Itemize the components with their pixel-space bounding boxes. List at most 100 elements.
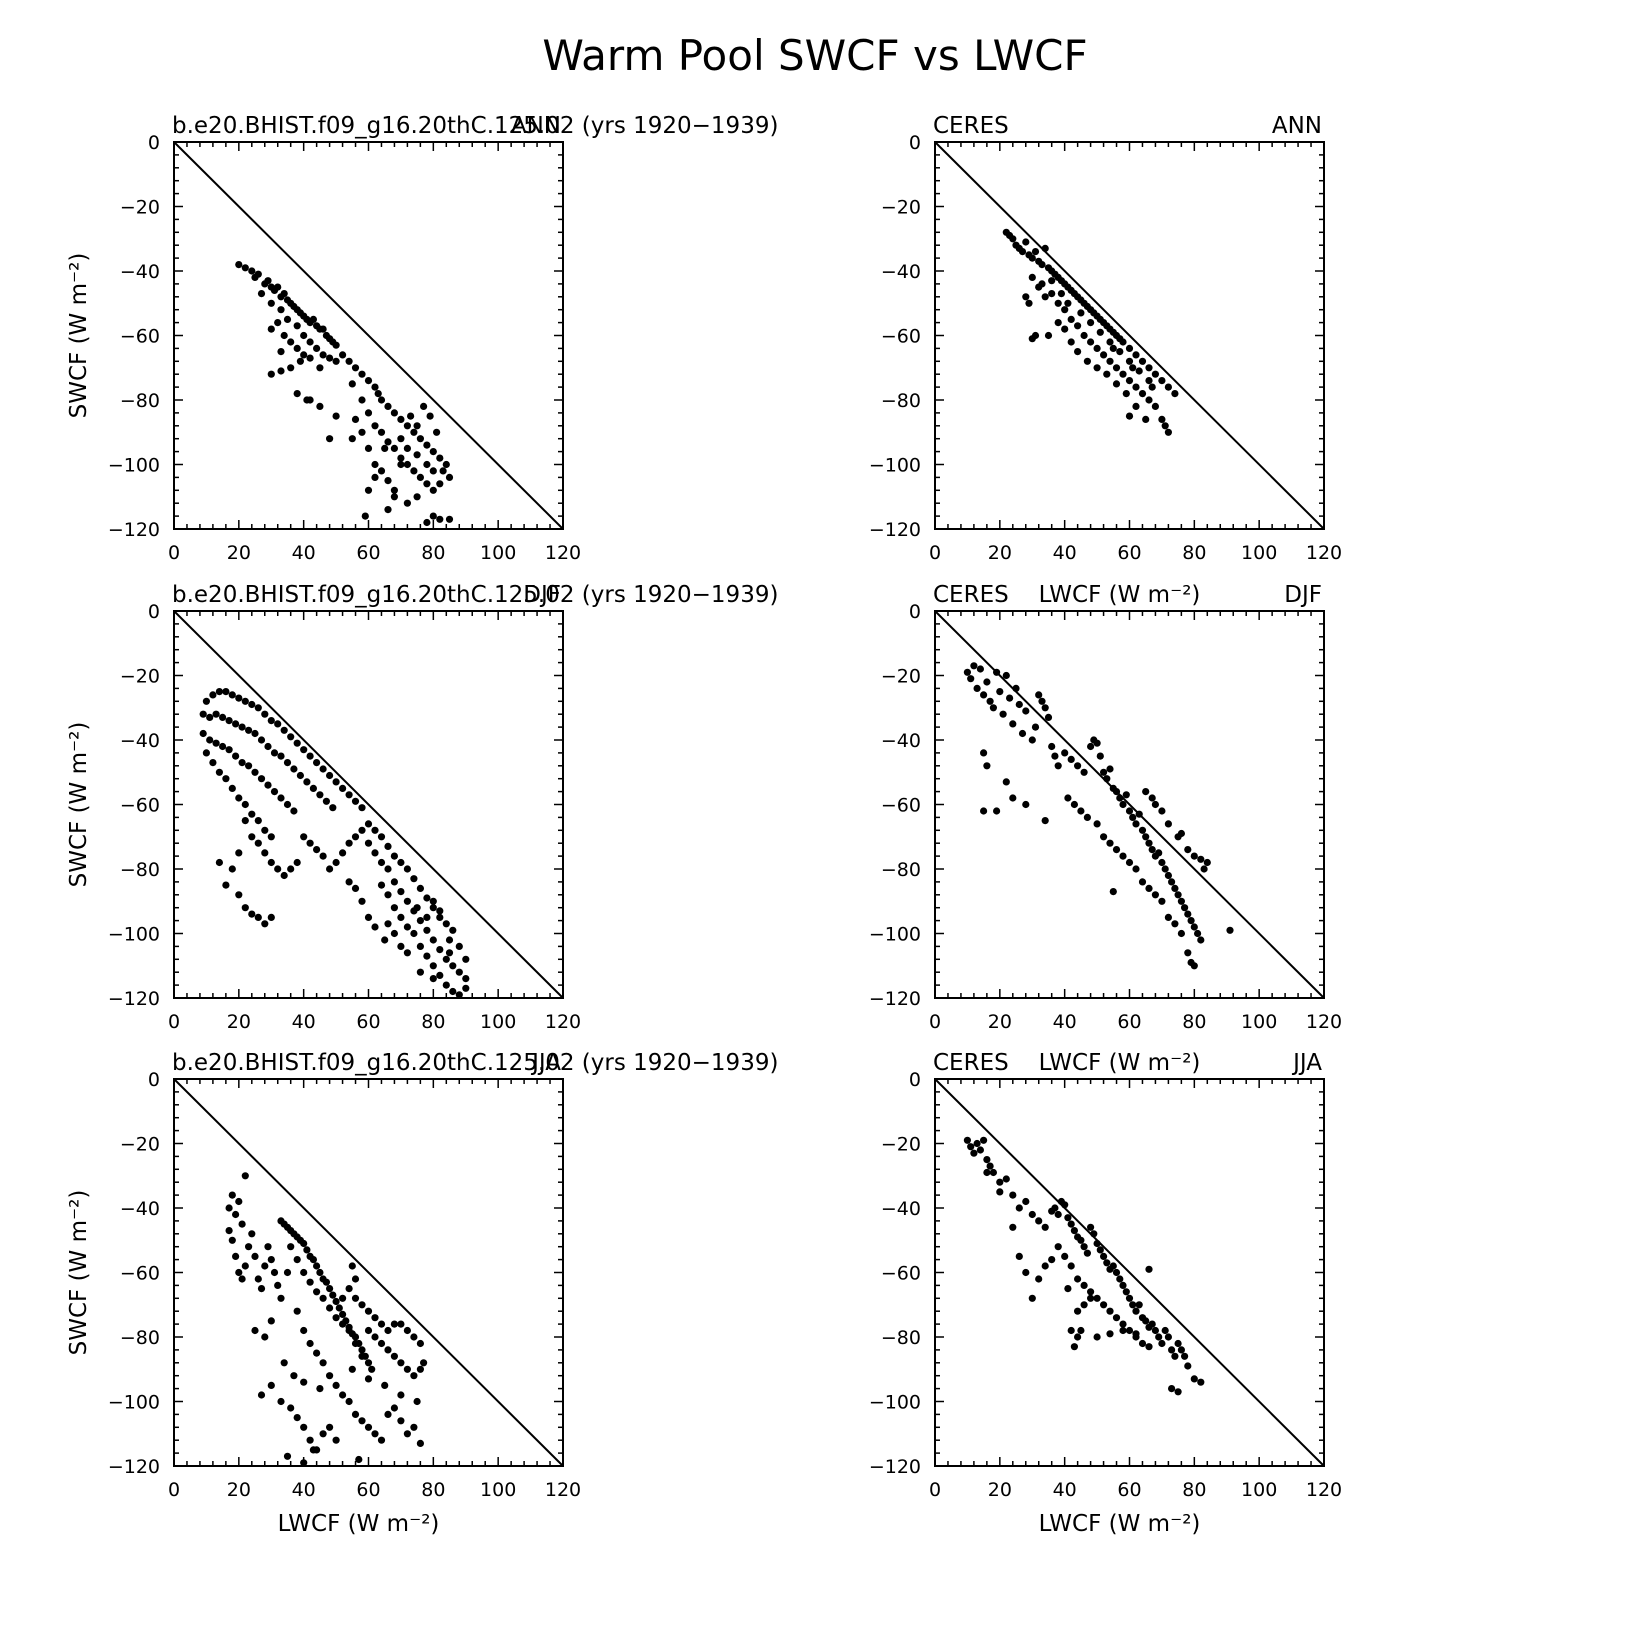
data-point xyxy=(980,749,988,757)
data-point xyxy=(1161,865,1169,873)
data-point xyxy=(235,849,243,857)
data-point xyxy=(287,1404,295,1412)
y-tick-label: −100 xyxy=(108,1392,160,1414)
data-point xyxy=(1093,364,1101,372)
data-point xyxy=(1074,1333,1082,1341)
data-point xyxy=(326,354,334,362)
data-point xyxy=(1164,913,1172,922)
data-point xyxy=(384,865,392,873)
data-point xyxy=(293,739,301,747)
data-point xyxy=(993,668,1001,676)
data-point xyxy=(1142,1317,1150,1325)
data-point xyxy=(326,1304,334,1312)
data-point xyxy=(293,1307,301,1315)
data-point xyxy=(390,444,398,452)
y-tick-label: −120 xyxy=(869,1456,921,1478)
data-point xyxy=(202,697,210,705)
y-tick-label: 0 xyxy=(148,1069,160,1091)
data-point xyxy=(426,412,434,420)
data-point xyxy=(300,1378,308,1386)
data-point xyxy=(1080,1301,1088,1309)
data-point xyxy=(403,949,411,957)
data-point xyxy=(1096,1246,1104,1254)
data-point xyxy=(1061,325,1069,333)
data-point xyxy=(433,428,441,436)
data-point xyxy=(215,858,223,867)
data-point xyxy=(316,791,324,799)
data-point xyxy=(410,1372,418,1380)
data-point xyxy=(1155,849,1163,857)
x-tick-label: 20 xyxy=(227,542,251,564)
data-point xyxy=(261,826,269,834)
data-point xyxy=(1018,729,1027,738)
data-point xyxy=(364,409,373,417)
data-point xyxy=(970,1149,978,1157)
y-tick-label: −60 xyxy=(881,795,921,817)
data-point xyxy=(267,1317,275,1325)
data-point xyxy=(1171,390,1179,398)
data-point xyxy=(967,675,975,683)
data-point xyxy=(1132,351,1140,359)
data-point xyxy=(261,849,269,857)
data-point xyxy=(390,878,398,886)
data-point xyxy=(1122,791,1130,799)
data-point xyxy=(416,942,424,951)
data-point xyxy=(257,290,266,298)
data-point xyxy=(1112,846,1121,854)
data-point xyxy=(416,435,424,443)
x-tick-label: 100 xyxy=(480,1011,516,1033)
data-point xyxy=(963,668,972,676)
data-point xyxy=(1164,383,1172,391)
data-point xyxy=(390,1352,398,1360)
data-point xyxy=(390,493,398,501)
data-point xyxy=(1067,1326,1075,1335)
data-point xyxy=(225,1204,233,1212)
data-point xyxy=(1132,402,1140,410)
data-point xyxy=(397,454,405,462)
data-point xyxy=(1197,936,1205,944)
data-point xyxy=(1015,1204,1023,1212)
data-point xyxy=(413,451,421,459)
data-point xyxy=(374,390,382,398)
data-point xyxy=(416,968,424,976)
data-point xyxy=(455,942,463,951)
data-point xyxy=(202,749,210,757)
data-point xyxy=(397,1359,405,1367)
data-point xyxy=(384,1326,392,1335)
data-point xyxy=(251,1252,259,1260)
data-point xyxy=(1132,865,1140,873)
data-point xyxy=(1145,1265,1153,1273)
data-point xyxy=(1197,855,1205,863)
data-point xyxy=(306,1436,314,1444)
data-point xyxy=(245,762,253,770)
x-tick-label: 0 xyxy=(168,1479,180,1501)
data-point xyxy=(371,923,379,931)
data-point xyxy=(390,904,398,912)
data-point xyxy=(377,1436,386,1444)
data-point xyxy=(986,697,994,705)
data-point xyxy=(355,1455,363,1464)
data-point xyxy=(300,1326,308,1335)
data-point xyxy=(277,367,285,375)
data-point xyxy=(228,1236,236,1244)
data-point xyxy=(225,746,233,754)
data-point xyxy=(293,344,301,352)
y-tick-label: −120 xyxy=(108,519,160,541)
data-point xyxy=(1125,344,1134,352)
panel-title-left: b.e20.BHIST.f09_g16.20thC.125.02 (yrs 19… xyxy=(172,113,778,139)
scatter-panel-ceres-ann: 0 20 40 60 80 100 120 0 −20 −40 −60 −80 −100 −120 CERE… xyxy=(869,113,1342,564)
data-point xyxy=(1145,396,1153,404)
data-point xyxy=(306,1278,314,1286)
data-point xyxy=(322,797,330,805)
data-point xyxy=(397,435,405,443)
data-point xyxy=(238,1220,246,1228)
data-point xyxy=(989,704,998,712)
data-point xyxy=(254,913,262,922)
data-point xyxy=(222,881,230,889)
data-point xyxy=(420,402,428,410)
data-point xyxy=(1119,852,1127,860)
x-tick-label: 80 xyxy=(1182,1479,1206,1501)
data-point xyxy=(348,1365,356,1373)
